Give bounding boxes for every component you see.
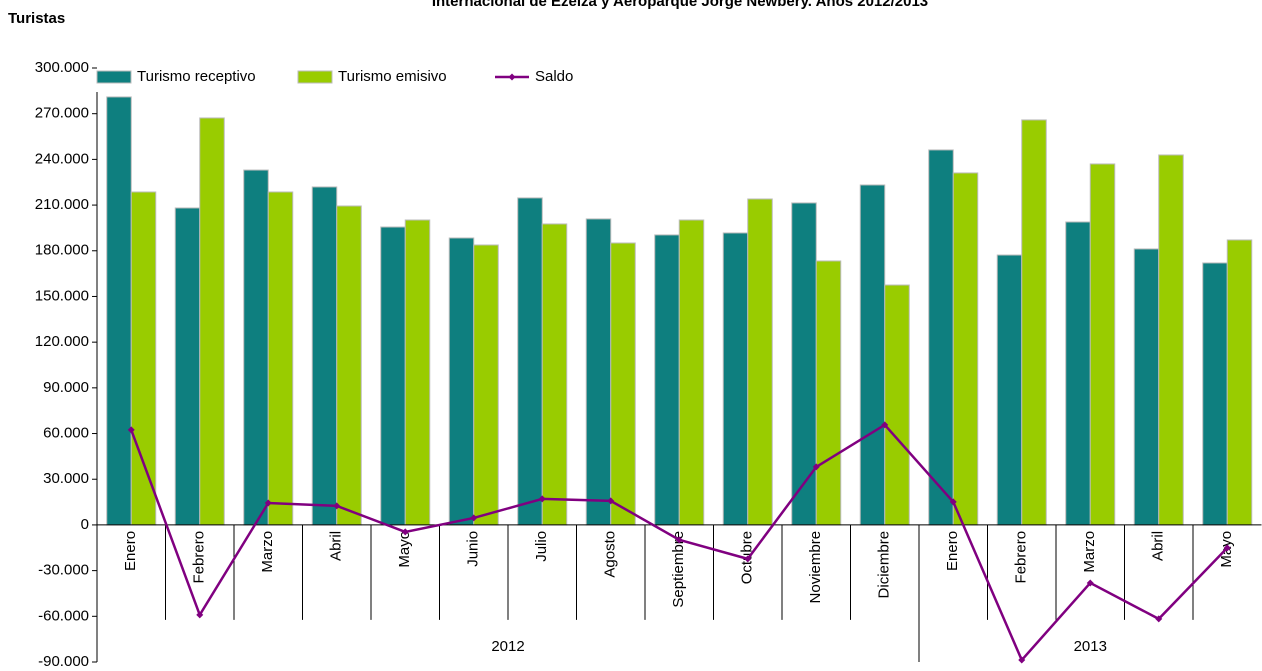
marker <box>401 528 409 536</box>
bar <box>380 226 406 526</box>
bar <box>1226 239 1253 526</box>
x-tick-label: Mayo <box>396 531 413 568</box>
legend-swatch <box>96 70 132 84</box>
marker <box>264 499 272 507</box>
bar <box>106 96 132 526</box>
legend-label: Turismo receptivo <box>137 68 256 85</box>
y-tick-label: 150.000 <box>35 287 89 304</box>
bar <box>541 223 568 526</box>
x-tick-label: Enero <box>122 531 139 571</box>
bar <box>722 232 749 526</box>
bar <box>174 207 201 526</box>
bar <box>267 191 294 526</box>
marker <box>1155 615 1163 623</box>
y-tick-label: 90.000 <box>43 379 89 396</box>
bar <box>243 169 269 526</box>
bar <box>791 202 817 526</box>
x-tick-label: Noviembre <box>807 531 824 604</box>
y-tick-label: 0 <box>81 516 89 533</box>
y-tick-label: -90.000 <box>38 653 89 670</box>
group-label: 2012 <box>491 638 524 655</box>
legend-label: Saldo <box>535 68 573 85</box>
bar <box>473 244 499 526</box>
x-tick-label: Marzo <box>1081 531 1098 573</box>
marker <box>127 426 135 434</box>
x-tick-label: Septiembre <box>670 531 687 608</box>
x-tick-label: Julio <box>533 531 550 562</box>
marker <box>196 611 204 619</box>
group-label: 2013 <box>1074 638 1107 655</box>
bar <box>130 191 157 526</box>
x-tick-label: Febrero <box>1013 531 1030 584</box>
bar <box>996 254 1023 526</box>
y-tick-label: 60.000 <box>43 425 89 442</box>
y-tick-label: -60.000 <box>38 607 89 624</box>
bar <box>1202 262 1228 526</box>
x-tick-label: Marzo <box>259 531 276 573</box>
bar <box>517 197 543 526</box>
legend-label: Turismo emisivo <box>338 68 447 85</box>
bar <box>928 149 954 526</box>
marker <box>470 514 478 522</box>
bar <box>859 184 886 526</box>
bar <box>448 237 475 526</box>
y-tick-label: 210.000 <box>35 196 89 213</box>
marker <box>333 502 341 510</box>
x-tick-label: Agosto <box>602 531 619 578</box>
y-tick-label: 240.000 <box>35 150 89 167</box>
marker <box>881 421 889 429</box>
marker <box>1018 656 1026 664</box>
bar <box>199 117 225 526</box>
y-tick-label: -30.000 <box>38 562 89 579</box>
marker <box>1086 579 1094 587</box>
bar <box>1021 119 1047 526</box>
x-tick-label: Diciembre <box>876 531 893 599</box>
bar <box>1133 248 1160 526</box>
bar <box>1089 163 1116 526</box>
marker <box>675 536 683 544</box>
bar <box>311 186 338 526</box>
x-tick-label: Abril <box>1150 531 1167 561</box>
bar <box>747 198 773 526</box>
chart-title: Internacional de Ezeiza y Aeroparque Jor… <box>432 0 928 10</box>
y-axis-label: Turistas <box>8 10 65 27</box>
x-tick-label: Febrero <box>191 531 208 584</box>
bar <box>585 218 612 526</box>
legend-swatch <box>297 70 333 84</box>
bar <box>654 234 680 526</box>
y-tick-label: 30.000 <box>43 470 89 487</box>
marker <box>812 463 820 471</box>
x-tick-label: Abril <box>328 531 345 561</box>
marker <box>744 555 752 563</box>
y-tick-label: 270.000 <box>35 105 89 122</box>
marker <box>1223 544 1231 552</box>
bar <box>404 219 431 526</box>
bar <box>952 172 979 526</box>
marker <box>607 497 615 505</box>
marker <box>538 495 546 503</box>
bar <box>884 284 910 526</box>
x-tick-label: Junio <box>465 531 482 567</box>
bar <box>815 260 842 526</box>
y-tick-label: 300.000 <box>35 59 89 76</box>
x-tick-label: Enero <box>944 531 961 571</box>
y-tick-label: 180.000 <box>35 242 89 259</box>
bar <box>336 205 362 526</box>
bar <box>1158 154 1184 526</box>
bar <box>678 219 705 526</box>
bar <box>610 242 636 526</box>
bar <box>1065 221 1091 526</box>
marker <box>949 498 957 506</box>
y-tick-label: 120.000 <box>35 333 89 350</box>
legend-marker <box>508 73 516 81</box>
